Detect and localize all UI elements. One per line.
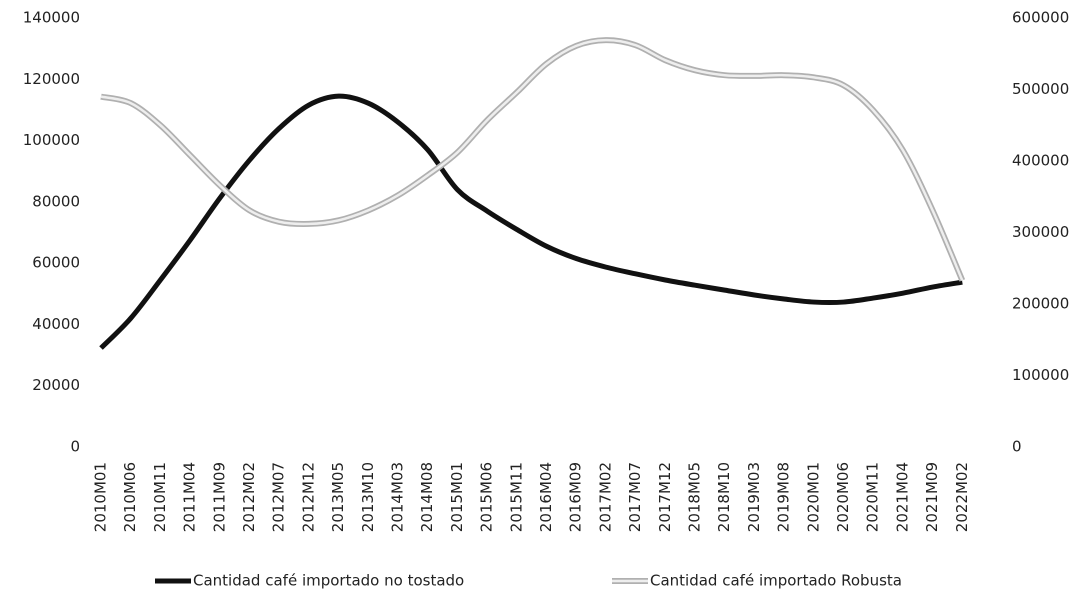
y-tick-label: 140000 — [23, 9, 80, 27]
x-tick-label: 2013M05 — [329, 462, 347, 532]
y2-tick-label: 200000 — [1012, 295, 1069, 313]
legend-label: Cantidad café importado Robusta — [650, 572, 902, 590]
y-tick-label: 40000 — [32, 315, 80, 333]
y-tick-label: 20000 — [32, 376, 80, 394]
x-tick-label: 2012M02 — [240, 462, 258, 532]
line-inner — [100, 38, 964, 281]
x-tick-label: 2014M03 — [389, 462, 407, 532]
y2-tick-label: 500000 — [1012, 80, 1069, 98]
y-tick-label: 0 — [70, 438, 80, 456]
x-tick-label: 2022M02 — [953, 462, 971, 532]
y2-tick-label: 600000 — [1012, 9, 1069, 27]
x-tick-label: 2016M04 — [537, 462, 555, 532]
x-tick-label: 2021M09 — [923, 462, 941, 532]
x-tick-label: 2017M07 — [626, 462, 644, 532]
x-tick-label: 2020M11 — [864, 462, 882, 532]
x-tick-label: 2015M06 — [478, 462, 496, 532]
x-tick-label: 2017M02 — [596, 462, 614, 532]
x-tick-label: 2013M10 — [359, 462, 377, 532]
y2-tick-label: 0 — [1012, 438, 1022, 456]
x-tick-label: 2015M11 — [507, 462, 525, 532]
x-tick-label: 2015M01 — [448, 462, 466, 532]
y-tick-label: 60000 — [32, 254, 80, 272]
x-tick-label: 2014M08 — [418, 462, 436, 532]
x-tick-label: 2010M11 — [151, 462, 169, 532]
x-tick-label: 2018M10 — [715, 462, 733, 532]
x-tick-label: 2020M01 — [804, 462, 822, 532]
x-tick-label: 2011M09 — [210, 462, 228, 532]
x-tick-label: 2019M08 — [775, 462, 793, 532]
line-series — [99, 93, 963, 350]
y2-tick-label: 300000 — [1012, 223, 1069, 241]
y2-tick-label: 400000 — [1012, 152, 1069, 170]
y-tick-label: 120000 — [23, 70, 80, 88]
x-tick-label: 2011M04 — [181, 462, 199, 532]
y-tick-label: 100000 — [23, 131, 80, 149]
x-tick-label: 2010M06 — [121, 462, 139, 532]
y2-tick-label: 100000 — [1012, 366, 1069, 384]
x-tick-label: 2017M12 — [656, 462, 674, 532]
x-tick-label: 2019M03 — [745, 462, 763, 532]
y-tick-label: 80000 — [32, 192, 80, 210]
x-tick-label: 2016M09 — [567, 462, 585, 532]
legend-label: Cantidad café importado no tostado — [193, 572, 464, 590]
x-tick-label: 2018M05 — [686, 462, 704, 532]
x-tick-label: 2012M12 — [299, 462, 317, 532]
x-tick-label: 2020M06 — [834, 462, 852, 532]
x-tick-label: 2012M07 — [270, 462, 288, 532]
x-tick-label: 2021M04 — [893, 462, 911, 532]
x-tick-label: 2010M01 — [92, 462, 110, 532]
